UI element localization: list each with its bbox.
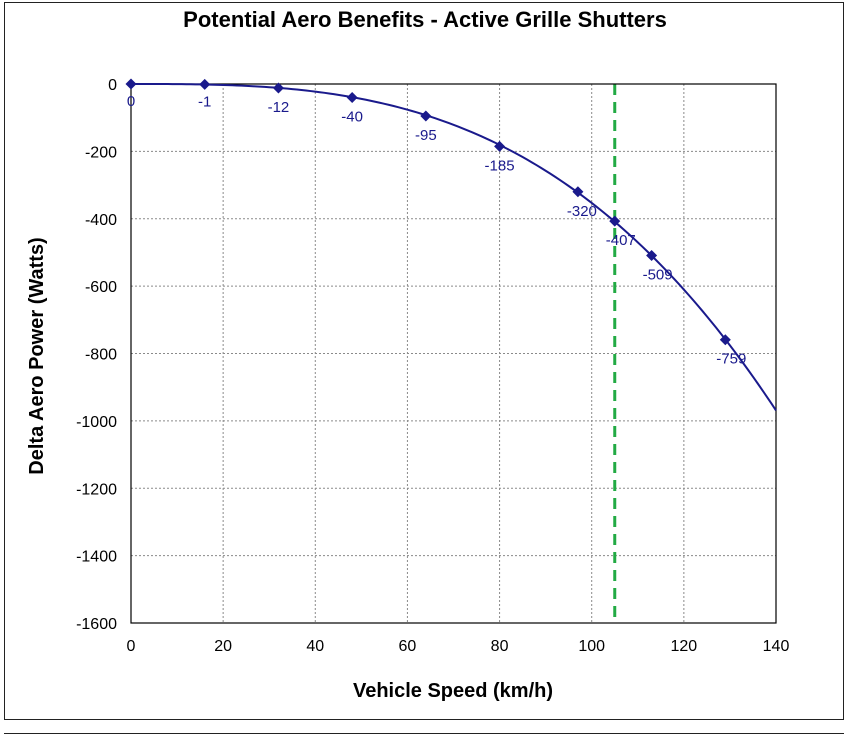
y-tick-label: -800 — [85, 347, 117, 364]
x-axis-title: Vehicle Speed (km/h) — [353, 680, 553, 702]
x-tick-label: 100 — [578, 638, 605, 655]
data-label: -185 — [485, 157, 515, 174]
data-point — [719, 334, 731, 346]
y-tick-label: -1400 — [76, 549, 117, 566]
data-label: -40 — [341, 108, 363, 125]
x-tick-label: 40 — [306, 638, 324, 655]
grid-lines — [131, 84, 776, 623]
x-tick-label: 80 — [491, 638, 509, 655]
x-tick-label: 140 — [763, 638, 790, 655]
data-label: -320 — [567, 203, 597, 220]
series-group — [125, 78, 777, 411]
data-point — [125, 78, 137, 90]
x-tick-label: 0 — [127, 638, 136, 655]
data-point — [609, 215, 621, 227]
data-labels: 0 -1 -12 -40 -95 -185 -320 -407 -509 -759 — [127, 93, 747, 368]
x-tick-label: 60 — [399, 638, 417, 655]
data-point — [272, 82, 284, 94]
data-label: -1 — [198, 93, 211, 110]
data-label: -95 — [415, 127, 437, 144]
y-tick-label: -600 — [85, 279, 117, 296]
y-tick-label: -200 — [85, 144, 117, 161]
data-point — [646, 249, 658, 261]
y-tick-label: -400 — [85, 212, 117, 229]
y-tick-label: 0 — [108, 77, 117, 94]
data-point — [572, 186, 584, 198]
y-tick-labels: 0 -200 -400 -600 -800 -1000 -1200 -1400 -1600 — [76, 77, 117, 633]
data-point — [199, 78, 211, 90]
data-label: -407 — [606, 232, 636, 249]
x-tick-label: 120 — [671, 638, 698, 655]
data-label: -759 — [716, 351, 746, 368]
y-tick-label: -1200 — [76, 481, 117, 498]
bottom-rule — [4, 733, 844, 734]
data-point — [346, 91, 358, 103]
data-point — [494, 140, 506, 152]
plot-area-border — [130, 83, 777, 624]
data-label: 0 — [127, 93, 135, 110]
chart-frame — [4, 2, 844, 720]
y-tick-label: -1000 — [76, 414, 117, 431]
y-tick-label: -1600 — [76, 616, 117, 633]
chart-title: Potential Aero Benefits - Active Grille … — [183, 7, 667, 32]
data-label: -12 — [268, 99, 290, 116]
x-tick-labels: 0 20 40 60 80 100 120 140 — [127, 638, 790, 655]
data-label: -509 — [643, 266, 673, 283]
data-point — [420, 110, 432, 122]
series-line — [131, 83, 777, 411]
x-tick-label: 20 — [214, 638, 232, 655]
y-axis-title: Delta Aero Power (Watts) — [26, 237, 48, 474]
